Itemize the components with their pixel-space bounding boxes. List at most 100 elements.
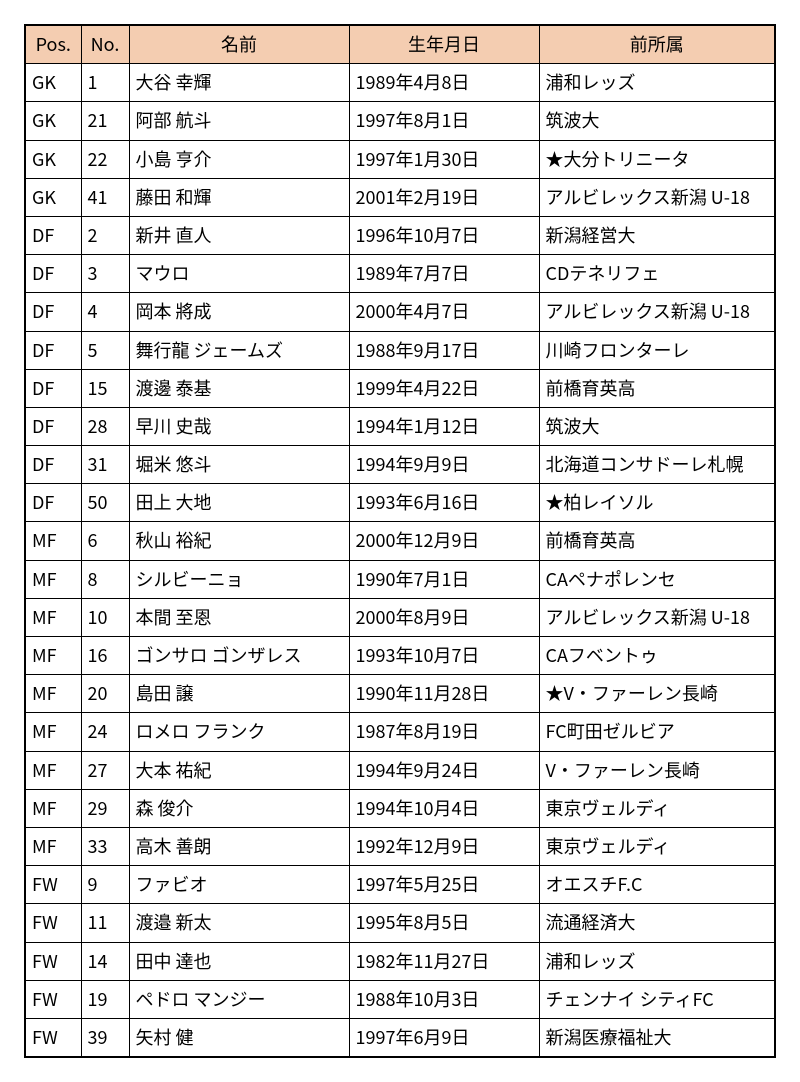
cell-name: 矢村 健	[129, 1018, 349, 1057]
cell-name: 藤田 和輝	[129, 178, 349, 216]
cell-no: 5	[81, 331, 129, 369]
cell-pos: MF	[25, 637, 81, 675]
table-row: GK22小島 亨介1997年1月30日★大分トリニータ	[25, 140, 775, 178]
table-row: DF3マウロ1989年7月7日CDテネリフェ	[25, 255, 775, 293]
cell-name: 田中 達也	[129, 942, 349, 980]
cell-name: シルビーニョ	[129, 560, 349, 598]
cell-dob: 1994年9月9日	[349, 446, 539, 484]
cell-pos: FW	[25, 1018, 81, 1057]
cell-pos: MF	[25, 560, 81, 598]
cell-name: 秋山 裕紀	[129, 522, 349, 560]
cell-dob: 1994年1月12日	[349, 407, 539, 445]
cell-name: 大谷 幸輝	[129, 64, 349, 102]
column-header-dob: 生年月日	[349, 25, 539, 64]
table-body: GK1大谷 幸輝1989年4月8日浦和レッズGK21阿部 航斗1997年8月1日…	[25, 64, 775, 1057]
cell-club: 筑波大	[539, 407, 775, 445]
cell-dob: 2000年8月9日	[349, 598, 539, 636]
roster-table: Pos.No.名前生年月日前所属 GK1大谷 幸輝1989年4月8日浦和レッズG…	[24, 24, 776, 1058]
cell-pos: DF	[25, 484, 81, 522]
cell-no: 29	[81, 789, 129, 827]
cell-no: 4	[81, 293, 129, 331]
cell-pos: MF	[25, 789, 81, 827]
cell-pos: GK	[25, 178, 81, 216]
cell-club: ★大分トリニータ	[539, 140, 775, 178]
cell-dob: 1988年10月3日	[349, 980, 539, 1018]
cell-dob: 1990年7月1日	[349, 560, 539, 598]
cell-no: 50	[81, 484, 129, 522]
cell-name: 新井 直人	[129, 216, 349, 254]
cell-club: ★柏レイソル	[539, 484, 775, 522]
column-header-no: No.	[81, 25, 129, 64]
cell-dob: 1993年6月16日	[349, 484, 539, 522]
table-row: DF2新井 直人1996年10月7日新潟経営大	[25, 216, 775, 254]
cell-dob: 1997年5月25日	[349, 866, 539, 904]
cell-name: 舞行龍 ジェームズ	[129, 331, 349, 369]
cell-dob: 1995年8月5日	[349, 904, 539, 942]
table-row: FW19ペドロ マンジー1988年10月3日チェンナイ シティFC	[25, 980, 775, 1018]
cell-no: 10	[81, 598, 129, 636]
cell-club: 前橋育英高	[539, 369, 775, 407]
cell-club: アルビレックス新潟 U-18	[539, 598, 775, 636]
cell-name: 岡本 將成	[129, 293, 349, 331]
cell-no: 6	[81, 522, 129, 560]
cell-dob: 1997年6月9日	[349, 1018, 539, 1057]
cell-club: ★V・ファーレン長崎	[539, 675, 775, 713]
table-row: MF33高木 善朗1992年12月9日東京ヴェルディ	[25, 827, 775, 865]
table-row: GK21阿部 航斗1997年8月1日筑波大	[25, 102, 775, 140]
cell-name: 大本 祐紀	[129, 751, 349, 789]
cell-pos: MF	[25, 522, 81, 560]
cell-pos: DF	[25, 293, 81, 331]
cell-no: 39	[81, 1018, 129, 1057]
cell-name: 島田 譲	[129, 675, 349, 713]
table-row: MF27大本 祐紀1994年9月24日V・ファーレン長崎	[25, 751, 775, 789]
cell-club: CDテネリフェ	[539, 255, 775, 293]
cell-no: 1	[81, 64, 129, 102]
cell-no: 8	[81, 560, 129, 598]
table-row: DF15渡邊 泰基1999年4月22日前橋育英高	[25, 369, 775, 407]
cell-pos: DF	[25, 407, 81, 445]
cell-no: 15	[81, 369, 129, 407]
cell-pos: DF	[25, 331, 81, 369]
cell-pos: FW	[25, 904, 81, 942]
table-row: DF5舞行龍 ジェームズ1988年9月17日川崎フロンターレ	[25, 331, 775, 369]
cell-dob: 1992年12月9日	[349, 827, 539, 865]
table-row: MF16ゴンサロ ゴンザレス1993年10月7日CAフベントゥ	[25, 637, 775, 675]
cell-pos: DF	[25, 369, 81, 407]
table-row: MF8シルビーニョ1990年7月1日CAペナポレンセ	[25, 560, 775, 598]
cell-name: 小島 亨介	[129, 140, 349, 178]
cell-dob: 1997年1月30日	[349, 140, 539, 178]
column-header-name: 名前	[129, 25, 349, 64]
cell-pos: MF	[25, 827, 81, 865]
cell-no: 22	[81, 140, 129, 178]
table-row: DF50田上 大地1993年6月16日★柏レイソル	[25, 484, 775, 522]
cell-pos: MF	[25, 598, 81, 636]
table-row: MF20島田 譲1990年11月28日★V・ファーレン長崎	[25, 675, 775, 713]
table-row: GK1大谷 幸輝1989年4月8日浦和レッズ	[25, 64, 775, 102]
table-header: Pos.No.名前生年月日前所属	[25, 25, 775, 64]
cell-pos: DF	[25, 255, 81, 293]
cell-no: 16	[81, 637, 129, 675]
column-header-club: 前所属	[539, 25, 775, 64]
cell-dob: 1994年9月24日	[349, 751, 539, 789]
cell-pos: GK	[25, 64, 81, 102]
cell-club: V・ファーレン長崎	[539, 751, 775, 789]
cell-name: 田上 大地	[129, 484, 349, 522]
cell-name: 阿部 航斗	[129, 102, 349, 140]
table-row: FW14田中 達也1982年11月27日浦和レッズ	[25, 942, 775, 980]
cell-pos: MF	[25, 713, 81, 751]
table-row: DF4岡本 將成2000年4月7日アルビレックス新潟 U-18	[25, 293, 775, 331]
table-row: DF28早川 史哉1994年1月12日筑波大	[25, 407, 775, 445]
cell-pos: MF	[25, 675, 81, 713]
cell-pos: FW	[25, 980, 81, 1018]
cell-club: CAフベントゥ	[539, 637, 775, 675]
cell-club: CAペナポレンセ	[539, 560, 775, 598]
cell-club: 浦和レッズ	[539, 942, 775, 980]
cell-dob: 2000年12月9日	[349, 522, 539, 560]
cell-club: 東京ヴェルディ	[539, 789, 775, 827]
table-row: MF29森 俊介1994年10月4日東京ヴェルディ	[25, 789, 775, 827]
cell-name: 高木 善朗	[129, 827, 349, 865]
cell-club: アルビレックス新潟 U-18	[539, 178, 775, 216]
cell-dob: 2001年2月19日	[349, 178, 539, 216]
cell-club: 新潟経営大	[539, 216, 775, 254]
cell-club: 浦和レッズ	[539, 64, 775, 102]
